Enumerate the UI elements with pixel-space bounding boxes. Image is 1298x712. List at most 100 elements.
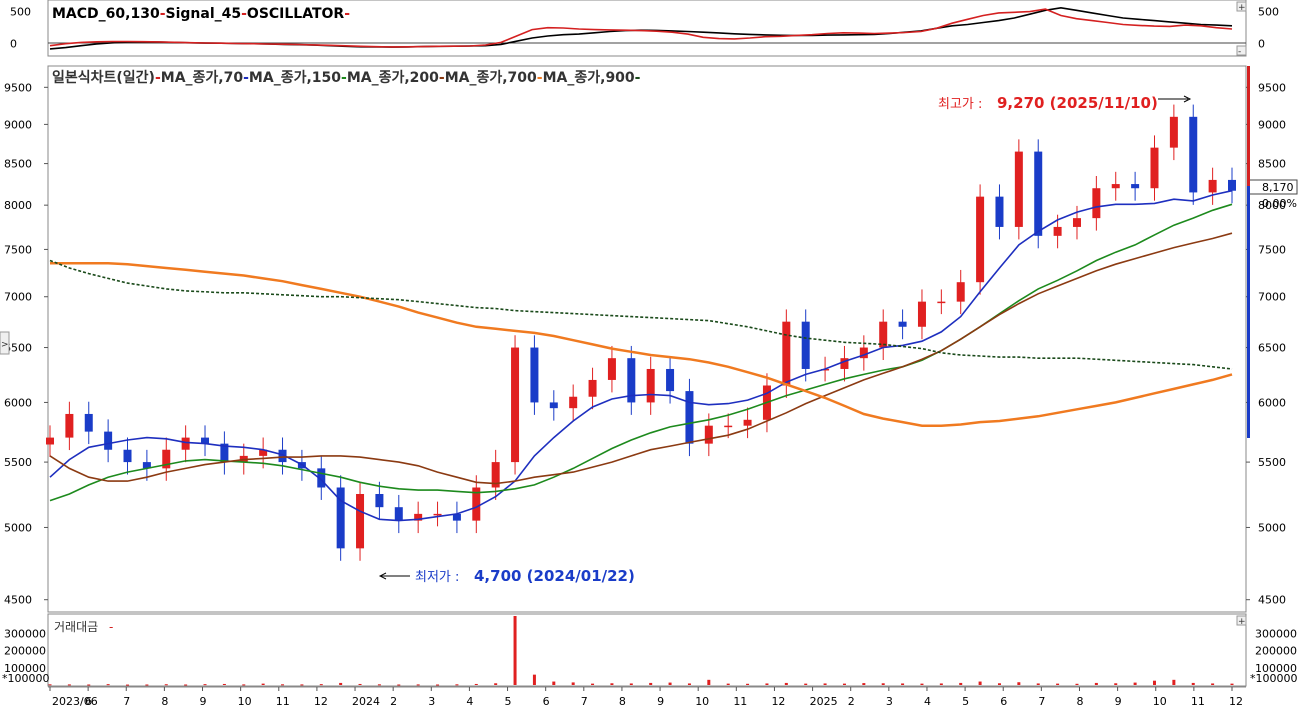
volume-bar <box>48 684 52 686</box>
price-tick-label-left: 8000 <box>4 199 32 212</box>
high-annotation: 최고가 : 9,270 (2025/11/10) <box>938 94 1192 112</box>
price-legend-part-9: - <box>537 70 543 86</box>
price-tick-label-left: 5500 <box>4 456 32 469</box>
candle-body <box>452 513 461 521</box>
volume-unit-label-left: *100000 <box>2 672 50 685</box>
volume-bar <box>939 683 943 685</box>
candle-body <box>685 391 694 444</box>
x-tick-label: 6 <box>543 695 550 708</box>
svg-text:>: > <box>1 340 9 350</box>
x-tick-label: 2025 <box>810 695 838 708</box>
macd-axis-ticks: 500 500 0 0 <box>10 6 1279 51</box>
price-tick-label-right: 8000 <box>1258 199 1286 212</box>
price-tick-label-right: 6500 <box>1258 342 1286 355</box>
macd-legend-part-3: - <box>241 6 247 22</box>
low-annotation: 최저가 : 4,700 (2024/01/22) <box>378 567 635 585</box>
candle-body <box>724 425 733 428</box>
ma150-line <box>49 203 1233 502</box>
volume-bar <box>281 684 285 686</box>
volume-bar <box>513 616 517 685</box>
x-tick-label: 7 <box>123 695 130 708</box>
volume-bar <box>377 684 381 686</box>
x-tick-label: 6 <box>85 695 92 708</box>
volume-bar <box>1211 683 1215 685</box>
sidebar-toggle-button[interactable]: > <box>0 331 10 355</box>
candle-body <box>1072 218 1081 227</box>
candle-body <box>84 413 93 432</box>
current-price-box: 8,170 0.00% <box>1248 179 1298 210</box>
candle-body <box>879 321 888 348</box>
volume-bar <box>552 681 556 685</box>
volume-unit-label-right: *100000 <box>1250 672 1298 685</box>
x-tick-label: 12 <box>1229 695 1243 708</box>
volume-bar <box>416 684 420 686</box>
candle-body <box>627 358 636 403</box>
volume-bar <box>300 684 304 686</box>
x-tick-label: 7 <box>1038 695 1045 708</box>
candle-body <box>1053 226 1062 236</box>
macd-tick-label-right: 0 <box>1258 38 1265 51</box>
candle-body <box>569 396 578 409</box>
candle-body <box>588 379 597 397</box>
volume-axis-ticks: 300000300000200000200000100000100000*100… <box>2 627 1298 685</box>
volume-tick-label: 100000 <box>1255 662 1297 675</box>
volume-bar <box>1172 679 1176 685</box>
current-price: 8,170 <box>1262 181 1294 194</box>
x-tick-label: 8 <box>619 695 626 708</box>
price-tick-label-left: 9000 <box>4 118 32 131</box>
macd-tick-label-left: 500 <box>10 6 31 19</box>
x-tick-label: 3 <box>886 695 893 708</box>
candle-body <box>1131 184 1140 189</box>
macd-lines <box>49 6 1233 50</box>
volume-bar <box>687 683 691 685</box>
price-tick-label-left: 7500 <box>4 243 32 256</box>
price-legend-part-2: MA_종가,70 <box>161 70 244 86</box>
macd-collapse-button[interactable]: - <box>1236 45 1247 57</box>
volume-bar <box>145 684 149 686</box>
volume-bar <box>842 683 846 685</box>
macd-legend-part-0: MACD_60,130 <box>52 6 160 22</box>
price-legend: 일본식차트(일간)-MA_종가,70-MA_종가,150-MA_종가,200-M… <box>52 69 641 86</box>
volume-bar <box>571 682 575 685</box>
svg-text:+: + <box>1238 617 1246 627</box>
price-tick-label-left: 9500 <box>4 81 32 94</box>
price-tick-label-left: 8500 <box>4 158 32 171</box>
x-tick-label: 10 <box>1153 695 1167 708</box>
volume-bar <box>1230 683 1234 685</box>
candle-body <box>549 402 558 409</box>
candle-body <box>976 196 985 283</box>
ma200-line <box>49 232 1233 485</box>
volume-title-dash: - <box>109 620 113 634</box>
macd-expand-button[interactable]: + <box>1236 1 1247 13</box>
volume-bar <box>164 684 168 686</box>
price-legend-part-3: - <box>243 70 249 86</box>
volume-bar <box>261 683 265 685</box>
volume-bar <box>1114 683 1118 685</box>
volume-bar <box>1017 682 1021 685</box>
x-tick-label: 12 <box>771 695 785 708</box>
volume-bar <box>784 682 788 685</box>
volume-tick-label: 300000 <box>1255 627 1297 640</box>
high-note-value: 9,270 (2025/11/10) <box>997 94 1158 112</box>
candle-body <box>162 449 171 469</box>
candle-body <box>375 493 384 508</box>
volume-bar <box>978 681 982 685</box>
candle-body <box>278 449 287 463</box>
macd-legend-part-4: OSCILLATOR <box>247 6 345 22</box>
volume-expand-button[interactable]: + <box>1236 615 1247 627</box>
x-tick-label: 4 <box>466 695 473 708</box>
low-note-value: 4,700 (2024/01/22) <box>474 567 635 585</box>
macd-legend-part-5: - <box>344 6 350 22</box>
x-tick-label: 9 <box>657 695 664 708</box>
candle-body <box>433 513 442 516</box>
price-tick-label-right: 6000 <box>1258 396 1286 409</box>
price-legend-part-10: MA_종가,900 <box>543 70 635 86</box>
candle-body <box>917 301 926 327</box>
candle-body <box>1150 147 1159 189</box>
volume-bar <box>959 682 963 685</box>
x-tick-label: 8 <box>1076 695 1083 708</box>
signal-line <box>49 8 1233 48</box>
x-tick-label: 11 <box>1191 695 1205 708</box>
volume-bar <box>591 683 595 685</box>
scale-bar-red <box>1247 66 1250 186</box>
